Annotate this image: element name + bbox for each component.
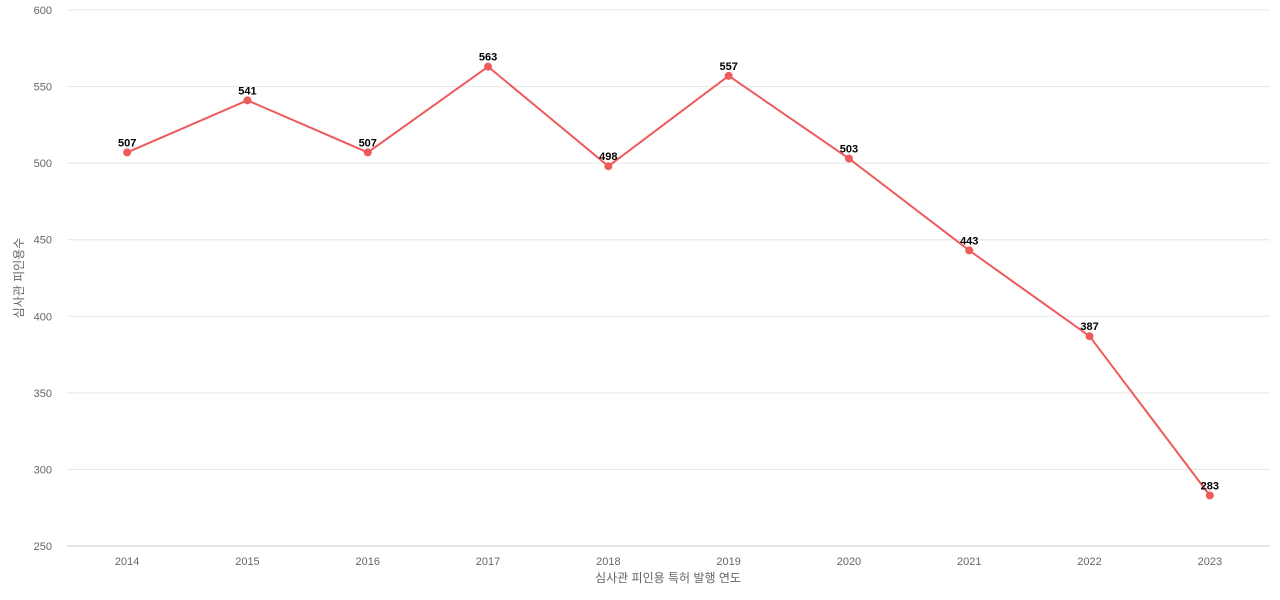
y-axis-ticks: 250 300 350 400 450 500 550 600 [34, 5, 52, 553]
data-point[interactable] [844, 154, 853, 163]
data-label: 507 [118, 137, 136, 149]
x-tick-label: 2020 [837, 556, 861, 568]
x-axis-ticks: 2014 2015 2016 2017 2018 2019 2020 2021 2022 2023 [115, 556, 1222, 568]
data-point[interactable] [484, 62, 493, 71]
x-tick-label: 2023 [1198, 556, 1222, 568]
x-tick-label: 2014 [115, 556, 139, 568]
x-tick-label: 2021 [957, 556, 981, 568]
data-label: 443 [960, 235, 978, 247]
x-tick-label: 2016 [356, 556, 380, 568]
y-tick-label: 300 [34, 464, 52, 476]
data-label: 563 [479, 52, 497, 64]
data-label: 541 [238, 85, 256, 97]
y-axis-title: 심사관 피인용수 [12, 238, 26, 319]
data-point[interactable] [1085, 332, 1094, 341]
x-tick-label: 2022 [1077, 556, 1101, 568]
series-line [126, 65, 1211, 497]
data-point[interactable] [1205, 491, 1214, 500]
x-axis-title: 심사관 피인용 특허 발행 연도 [595, 570, 741, 585]
y-tick-label: 400 [34, 311, 52, 323]
x-tick-label: 2015 [235, 556, 259, 568]
x-tick-label: 2018 [596, 556, 620, 568]
data-point[interactable] [604, 162, 613, 171]
data-label: 283 [1201, 480, 1219, 492]
y-tick-label: 550 [34, 82, 52, 94]
data-label: 507 [359, 137, 377, 149]
y-tick-label: 600 [34, 5, 52, 17]
y-tick-label: 500 [34, 158, 52, 170]
data-point[interactable] [363, 148, 372, 157]
x-tick-label: 2019 [716, 556, 740, 568]
y-tick-label: 350 [34, 388, 52, 400]
data-labels: 507 541 507 563 498 557 503 443 387 283 [118, 52, 1219, 493]
data-label: 557 [719, 61, 737, 73]
data-point[interactable] [965, 246, 974, 255]
x-tick-label: 2017 [476, 556, 500, 568]
data-label: 503 [840, 144, 858, 156]
data-point[interactable] [123, 148, 132, 157]
grid [67, 9, 1270, 547]
data-label: 498 [599, 151, 617, 163]
series [123, 62, 1214, 500]
y-tick-label: 450 [34, 235, 52, 247]
y-tick-label: 250 [34, 541, 52, 553]
data-label: 387 [1080, 321, 1098, 333]
data-point[interactable] [724, 71, 733, 80]
data-point[interactable] [243, 96, 252, 105]
